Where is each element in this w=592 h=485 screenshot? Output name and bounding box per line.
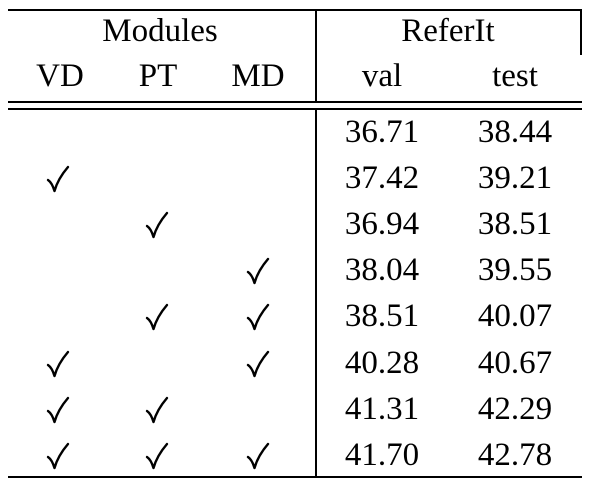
- cell-val: 41.31: [344, 390, 420, 427]
- checkmark-icon: [43, 395, 73, 425]
- checkmark-icon: [243, 441, 273, 471]
- cell-test: 40.07: [477, 298, 553, 335]
- right-border: [580, 9, 582, 55]
- checkmark-icon: [243, 302, 273, 332]
- bottom-rule: [8, 476, 582, 478]
- checkmark-icon: [43, 441, 73, 471]
- header-rule-lower: [8, 108, 582, 110]
- modules-header: Modules: [102, 13, 218, 49]
- column-header-pt: PT: [138, 58, 178, 94]
- cell-val: 36.94: [344, 206, 420, 243]
- column-header-test: test: [492, 58, 538, 94]
- checkmark-icon: [142, 395, 172, 425]
- checkmark-icon: [142, 210, 172, 240]
- group-separator: [315, 9, 317, 101]
- top-rule: [8, 9, 582, 11]
- group-separator-body: [315, 110, 317, 476]
- cell-val: 40.28: [344, 344, 420, 381]
- cell-val: 36.71: [344, 114, 420, 150]
- cell-val: 38.04: [344, 252, 420, 289]
- cell-test: 42.29: [477, 390, 553, 427]
- checkmark-icon: [43, 164, 73, 194]
- checkmark-icon: [243, 349, 273, 379]
- cell-test: 42.78: [477, 436, 553, 473]
- cell-test: 38.44: [477, 114, 553, 150]
- checkmark-icon: [142, 441, 172, 471]
- checkmark-icon: [243, 256, 273, 286]
- cell-test: 40.67: [477, 344, 553, 381]
- checkmark-icon: [43, 349, 73, 379]
- cell-val: 37.42: [344, 160, 420, 197]
- cell-test: 39.21: [477, 160, 553, 197]
- cell-test: 39.55: [477, 252, 553, 289]
- cell-test: 38.51: [477, 206, 553, 243]
- header-rule-upper: [8, 101, 582, 103]
- referit-header: ReferIt: [401, 13, 495, 49]
- column-header-md: MD: [231, 58, 285, 94]
- cell-val: 38.51: [344, 298, 420, 335]
- checkmark-icon: [142, 302, 172, 332]
- column-header-val: val: [361, 58, 403, 94]
- cell-val: 41.70: [344, 436, 420, 473]
- column-header-vd: VD: [36, 58, 84, 94]
